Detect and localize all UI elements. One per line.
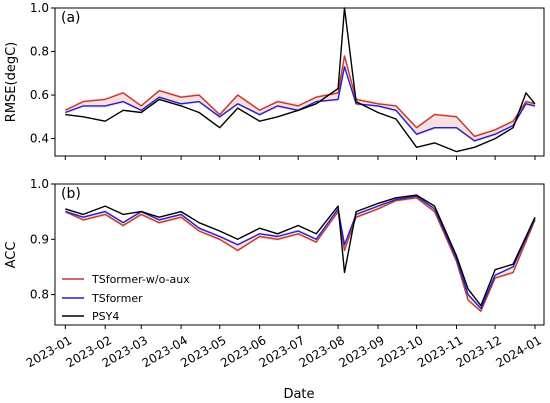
panel-b-y-tick-label: 0.8 xyxy=(30,288,49,302)
legend-label-psy4: PSY4 xyxy=(92,310,119,323)
x-tick-label-2024-01: 2024-01 xyxy=(493,333,543,370)
panel-b-series-tsformer-w-o-aux xyxy=(65,197,536,312)
panel-a-bands xyxy=(65,54,536,143)
panel-a-series xyxy=(64,7,536,153)
legend: TSformer-w/o-aux TSformer PSY4 xyxy=(62,273,190,323)
panel-a-y-tick-label: 0.6 xyxy=(30,88,49,102)
legend-label-tsformer-wo-aux: TSformer-w/o-aux xyxy=(91,273,190,286)
panel-b-series-tsformer xyxy=(65,195,536,310)
panel-a-series-tsformer xyxy=(65,66,536,142)
panel-a-tag: (a) xyxy=(61,10,81,26)
panel-a-x-ticks xyxy=(64,156,536,160)
panel-a: 0.4 0.6 0.8 1.0 (a) RMSE(degC) xyxy=(4,1,545,160)
panel-a-frame xyxy=(54,7,545,157)
legend-label-tsformer: TSformer xyxy=(91,292,143,305)
panel-b-y-axis-label: ACC xyxy=(4,242,19,269)
panel-b: 0.8 0.9 1.0 2023-012023-022023-032023-0420… xyxy=(4,177,545,402)
panel-a-y-tick-label: 1.0 xyxy=(30,1,49,15)
panel-a-band-tsformer-w-o-aux xyxy=(65,54,536,143)
panel-a-series-tsformer-w-o-aux xyxy=(64,55,536,138)
panel-b-tag: (b) xyxy=(61,186,81,202)
panel-b-x-ticks: 2023-012023-022023-032023-042023-052023-… xyxy=(24,325,544,370)
panel-a-y-tick-label: 0.8 xyxy=(30,45,49,59)
panel-a-y-axis-label: RMSE(degC) xyxy=(4,42,19,122)
panel-b-series-psy4 xyxy=(65,194,536,307)
panel-a-series-psy4 xyxy=(65,7,536,153)
panel-a-y-tick-label: 0.4 xyxy=(30,132,49,146)
panel-b-y-tick-label: 1.0 xyxy=(30,177,49,191)
panel-b-y-ticks: 0.8 0.9 1.0 xyxy=(30,177,55,302)
panel-b-y-tick-label: 0.9 xyxy=(30,232,49,246)
x-axis-label: Date xyxy=(283,387,314,402)
panel-a-y-ticks: 0.4 0.6 0.8 1.0 xyxy=(30,1,55,146)
panel-b-frame xyxy=(54,183,545,326)
panel-b-series xyxy=(65,194,536,312)
